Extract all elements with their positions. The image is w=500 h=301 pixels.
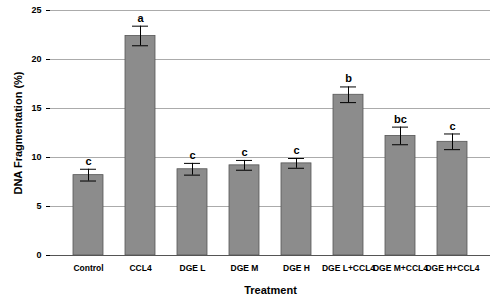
svg-text:DGE H+CCL4: DGE H+CCL4	[425, 263, 479, 273]
svg-text:10: 10	[31, 152, 41, 162]
svg-text:DGE M: DGE M	[231, 263, 259, 273]
svg-text:0: 0	[36, 250, 41, 260]
svg-text:c: c	[293, 144, 299, 156]
svg-text:c: c	[449, 119, 455, 131]
svg-text:CCL4: CCL4	[129, 263, 151, 273]
svg-text:20: 20	[31, 54, 41, 64]
svg-text:a: a	[137, 12, 144, 24]
svg-text:25: 25	[31, 5, 41, 15]
svg-text:c: c	[241, 146, 247, 158]
svg-text:Control: Control	[73, 263, 103, 273]
svg-text:DGE H: DGE H	[283, 263, 310, 273]
svg-text:Treatment: Treatment	[244, 284, 297, 296]
svg-text:DGE L+CCL4: DGE L+CCL4	[322, 263, 375, 273]
svg-text:DNA Fragmentation (%): DNA Fragmentation (%)	[12, 71, 24, 194]
svg-text:5: 5	[36, 201, 41, 211]
svg-text:c: c	[189, 149, 195, 161]
svg-text:DGE M+CCL4: DGE M+CCL4	[373, 263, 428, 273]
svg-text:15: 15	[31, 103, 41, 113]
svg-text:bc: bc	[394, 113, 407, 125]
svg-text:DGE L: DGE L	[180, 263, 206, 273]
svg-text:b: b	[345, 72, 352, 84]
svg-text:c: c	[85, 155, 91, 167]
